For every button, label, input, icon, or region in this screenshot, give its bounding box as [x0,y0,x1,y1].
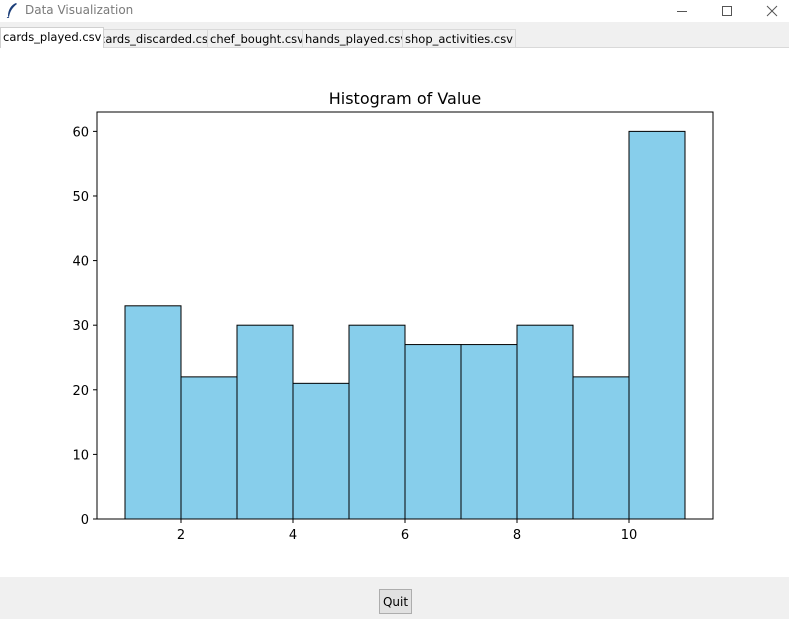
close-button[interactable] [749,0,789,22]
x-tick-label: 4 [289,528,297,543]
histogram-bar [460,344,518,520]
tab-cards-played[interactable]: cards_played.csv [0,27,105,48]
y-tick-label: 0 [81,513,89,528]
chart-area: 2 4 6 8 10 0 10 20 30 40 50 60 Histogram of Value [0,47,789,578]
window-title: Data Visualization [25,3,134,17]
histogram-bar [124,305,182,520]
y-tick-label: 40 [72,255,89,270]
histogram-bar [292,382,350,520]
histogram-bar [628,130,686,520]
histogram-bar [516,324,574,520]
y-tick-label: 20 [72,384,89,399]
x-tick-label: 6 [401,528,409,543]
minimize-button[interactable] [659,0,705,22]
quit-button[interactable]: Quit [379,589,412,614]
histogram-bar [404,344,462,520]
minimize-icon [677,11,687,12]
tab-shop-activities[interactable]: shop_activities.csv [402,29,516,47]
histogram-bar [180,376,238,520]
histogram-bar [348,324,406,520]
y-tick-label: 10 [72,448,89,463]
maximize-icon [722,6,732,16]
x-tick-label: 10 [621,528,638,543]
x-tick-label: 2 [177,528,185,543]
close-icon [766,5,778,17]
chart-title: Histogram of Value [329,89,482,108]
tab-chef-bought[interactable]: chef_bought.csv [207,29,307,47]
tab-hands-played[interactable]: hands_played.csv [302,29,411,47]
x-tick-label: 8 [513,528,521,543]
y-tick-label: 30 [72,319,89,334]
y-tick-label: 50 [72,190,89,205]
feather-icon [6,3,17,18]
histogram-bar [572,376,630,520]
tab-cards-discarded[interactable]: cards_discarded.csv [96,29,218,47]
histogram-chart: 2 4 6 8 10 0 10 20 30 40 50 60 Histogram of Value [72,89,714,543]
y-tick-label: 60 [72,125,89,140]
maximize-button[interactable] [704,0,750,22]
histogram-bar [236,324,294,520]
title-bar: Data Visualization [0,0,789,22]
